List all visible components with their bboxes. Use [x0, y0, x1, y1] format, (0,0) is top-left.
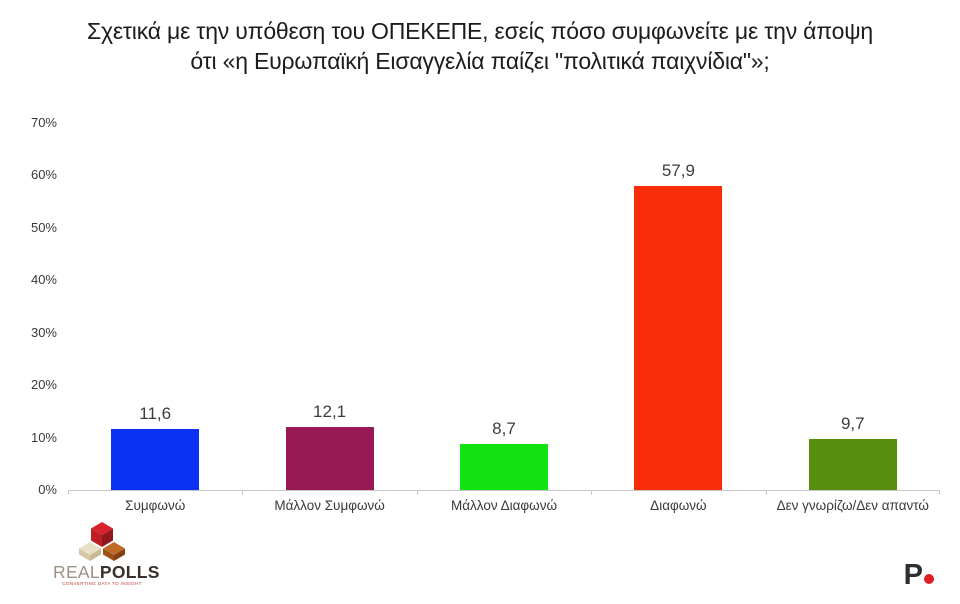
publisher-letter: P [903, 559, 923, 591]
category-label: Δεν γνωρίζω/Δεν απαντώ [776, 498, 929, 513]
category-label: Μάλλον Συμφωνώ [274, 498, 385, 513]
bar-3 [460, 444, 548, 490]
realpolls-word-real: REAL [53, 562, 100, 582]
bar-1 [111, 429, 200, 490]
chart-title-line1: Σχετικά με την υπόθεση του ΟΠΕΚΕΠΕ, εσεί… [86, 18, 874, 44]
y-tick-label: 20% [30, 377, 57, 393]
category-label: Μάλλον Διαφωνώ [450, 498, 557, 513]
y-tick-label: 50% [30, 219, 57, 235]
realpolls-tagline: CONVERTING DATA TO INSIGHT [62, 581, 142, 586]
x-axis-tick [416, 490, 418, 495]
chart-title: Σχετικά με την υπόθεση του ΟΠΕΚΕΠΕ, εσεί… [0, 16, 960, 76]
bar-value-label: 8,7 [492, 419, 516, 439]
x-axis-tick [68, 490, 69, 495]
y-axis: 0% 10% 20% 30% 40% 50% 60% 70% [0, 115, 57, 497]
y-tick-label: 0% [38, 482, 57, 497]
realpolls-cubes-icon [79, 522, 125, 561]
bar-4 [634, 186, 723, 490]
realpolls-logo: REALPOLLS CONVERTING DATA TO INSIGHT [53, 521, 159, 587]
bar-value-label: 12,1 [313, 401, 347, 421]
bar-value-label: 9,7 [840, 414, 865, 434]
plot-area: 11,6 Συμφωνώ 12,1 Μάλλον Συμφωνώ 8,7 Μάλλον Δ… [68, 123, 940, 513]
chart-title-line2: ότι «η Ευρωπαϊκή Εισαγγελία παίζει "πολι… [190, 48, 770, 74]
x-axis-tick [591, 490, 593, 495]
bar-value-label: 11,6 [139, 404, 172, 424]
bar-2 [285, 426, 374, 490]
category-label: Συμφωνώ [125, 498, 186, 513]
bar-value-label: 57,9 [661, 161, 695, 181]
x-axis-tick [939, 490, 940, 495]
publisher-logo: P [904, 560, 934, 594]
publisher-red-dot-icon [924, 574, 934, 584]
realpolls-wordmark: REALPOLLS [53, 562, 159, 582]
category-label: Διαφωνώ [650, 498, 707, 513]
bar-5 [808, 439, 897, 490]
y-tick-label: 40% [30, 272, 57, 288]
x-axis-tick [765, 490, 767, 495]
bar-chart: 0% 10% 20% 30% 40% 50% 60% 70% 11,6 Συμφωνώ 12,1 Μ… [0, 115, 960, 543]
y-tick-label: 70% [30, 115, 57, 130]
y-tick-label: 10% [30, 429, 57, 445]
x-axis-tick [242, 490, 244, 495]
realpolls-word-polls: POLLS [99, 562, 160, 582]
y-tick-label: 30% [30, 324, 57, 340]
y-tick-label: 60% [30, 167, 57, 183]
